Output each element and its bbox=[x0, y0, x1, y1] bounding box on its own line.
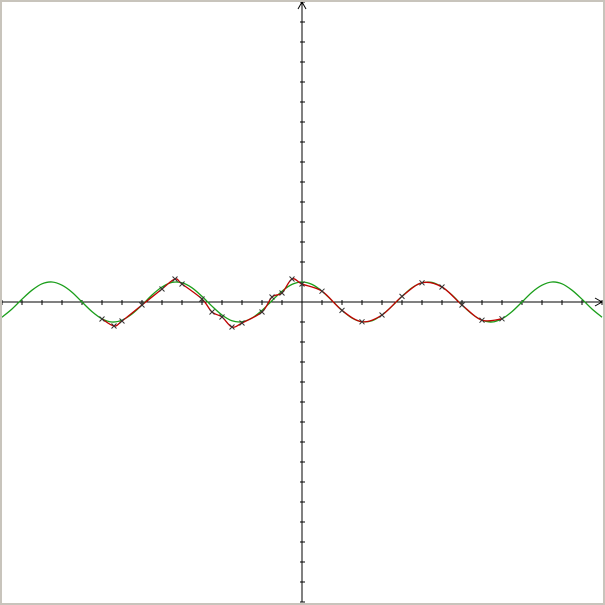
point-marker bbox=[289, 276, 295, 282]
point-marker bbox=[259, 309, 265, 315]
point-marker bbox=[199, 296, 205, 302]
point-marker bbox=[159, 286, 165, 292]
point-marker bbox=[499, 315, 505, 322]
point-marker bbox=[111, 323, 117, 329]
point-marker bbox=[319, 288, 325, 295]
point-marker bbox=[179, 281, 185, 287]
y-axis-arrow bbox=[297, 2, 307, 10]
point-marker bbox=[119, 318, 125, 324]
point-marker bbox=[479, 317, 485, 324]
point-marker bbox=[209, 309, 215, 315]
point-marker bbox=[419, 279, 425, 286]
point-marker bbox=[359, 318, 365, 325]
point-marker bbox=[229, 324, 235, 330]
point-marker bbox=[139, 302, 145, 308]
point-marker bbox=[399, 293, 405, 300]
point-marker bbox=[172, 276, 178, 282]
point-marker bbox=[299, 281, 305, 287]
point-marker bbox=[239, 320, 245, 326]
point-marker bbox=[219, 314, 225, 320]
point-marker bbox=[379, 312, 385, 318]
point-marker bbox=[459, 302, 465, 308]
point-marker bbox=[339, 307, 345, 314]
point-marker bbox=[279, 290, 285, 296]
point-marker bbox=[269, 294, 275, 300]
point-marker bbox=[99, 316, 105, 322]
point-marker bbox=[439, 284, 445, 290]
